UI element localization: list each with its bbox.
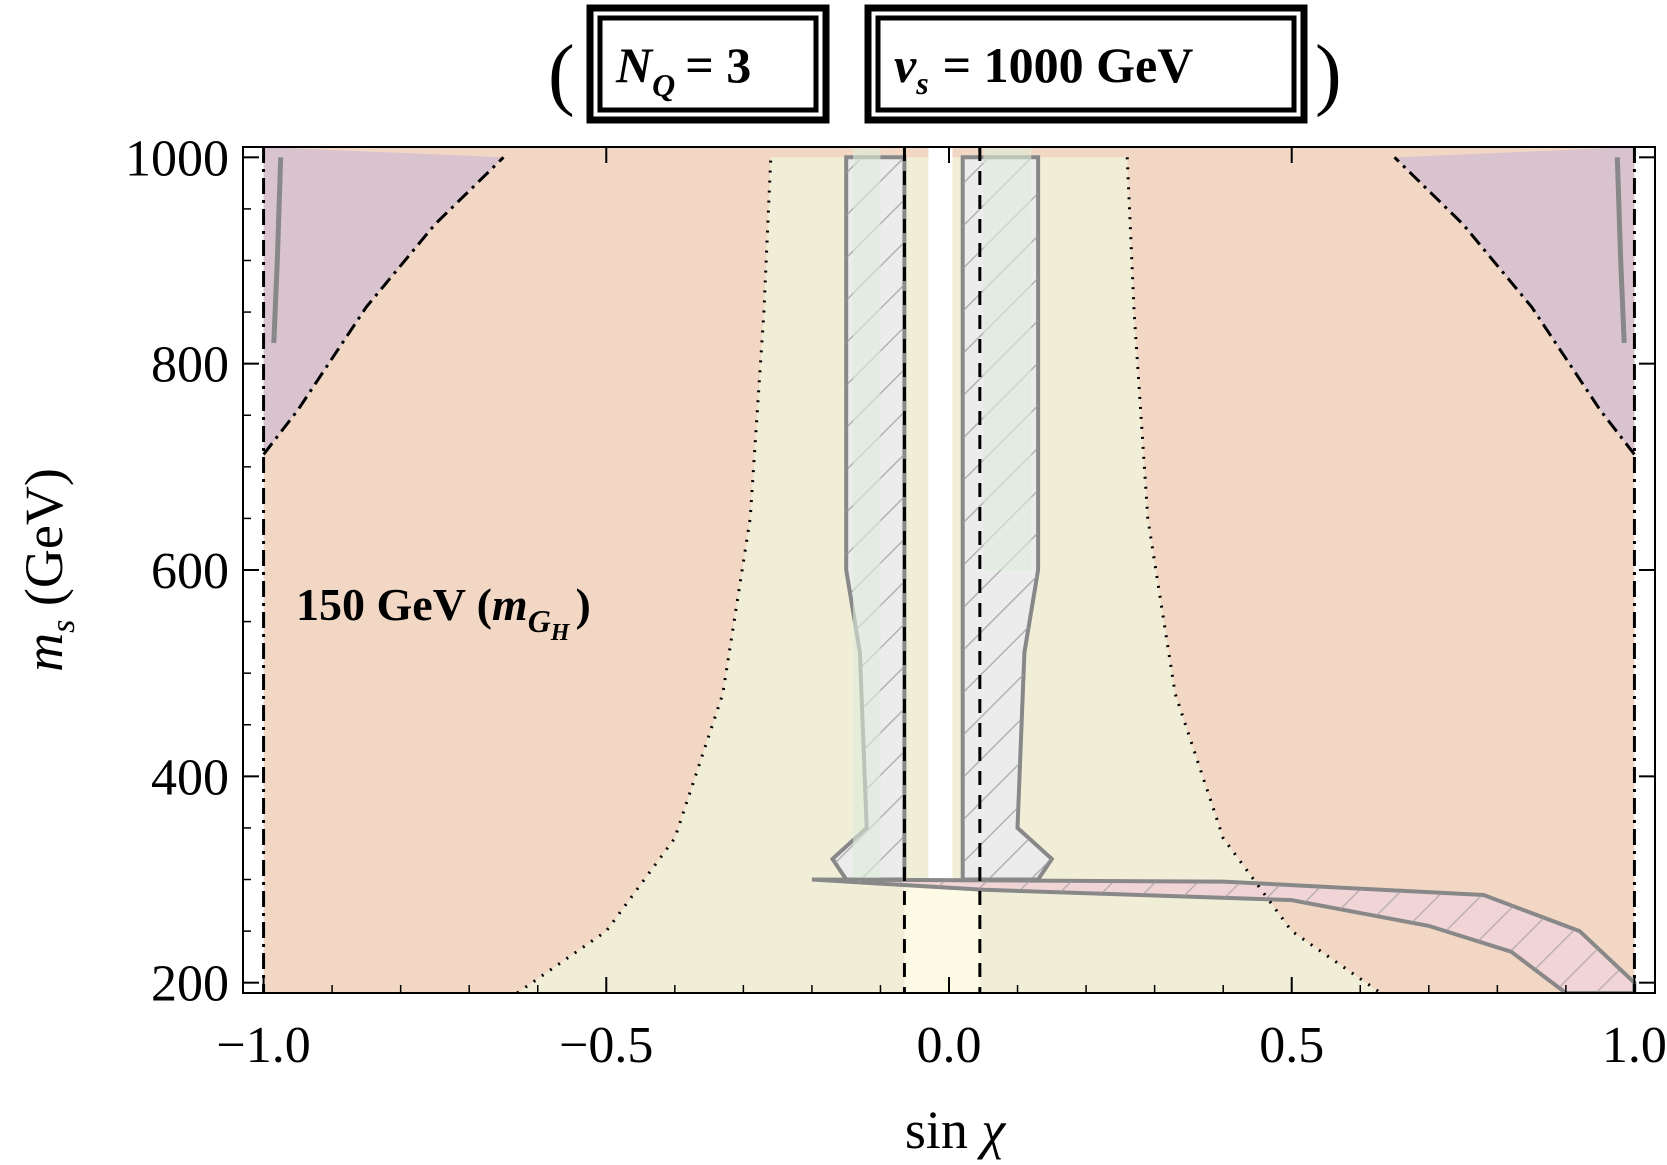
x-tick-label: −0.5 [559,1017,653,1074]
allowed-white-strip [928,147,953,880]
y-axis-label: ms (GeV) [14,468,82,672]
purple-region-right [1394,147,1635,455]
dashdot-boundary-left [262,156,505,456]
vs-box [864,4,1308,124]
y-tick-label: 400 [151,749,229,806]
x-axis-label: sin χ [905,1100,1007,1160]
dashdot-boundary-right [1393,156,1636,456]
parameter-header: ( NQ = 3 vs = 1000 GeV ) [548,4,1342,124]
low-mass-center [904,879,980,993]
left-bracket: ( [548,30,575,118]
x-tick-label: 1.0 [1602,1017,1667,1074]
mass-annotation: 150 GeV (mGH) [296,579,591,646]
y-tick-label: 800 [151,337,229,394]
green-band-left [853,147,881,880]
x-tick-label: −1.0 [216,1017,310,1074]
purple-region-left [263,147,504,455]
y-tick-label: 1000 [125,130,229,187]
plot-regions [262,147,1637,993]
low-mass-strip-hatch [811,879,1635,993]
right-bracket: ) [1315,30,1342,118]
edge-contour-left [271,157,284,344]
vs-label: vs = 1000 GeV [894,37,1193,101]
y-tick-label: 200 [151,956,229,1013]
dotted-boundary-left [516,157,773,993]
edge-contour-right [1614,157,1627,344]
y-tick-label: 600 [151,543,229,600]
axis-ticks: −1.0 −0.5 0.0 0.5 1.0 200 400 600 800 1000 [125,130,1667,1074]
nq-label: NQ = 3 [615,37,751,103]
x-tick-label: 0.5 [1259,1017,1324,1074]
x-tick-label: 0.0 [917,1017,982,1074]
green-band-right [983,147,1032,570]
nq-box [586,4,830,124]
